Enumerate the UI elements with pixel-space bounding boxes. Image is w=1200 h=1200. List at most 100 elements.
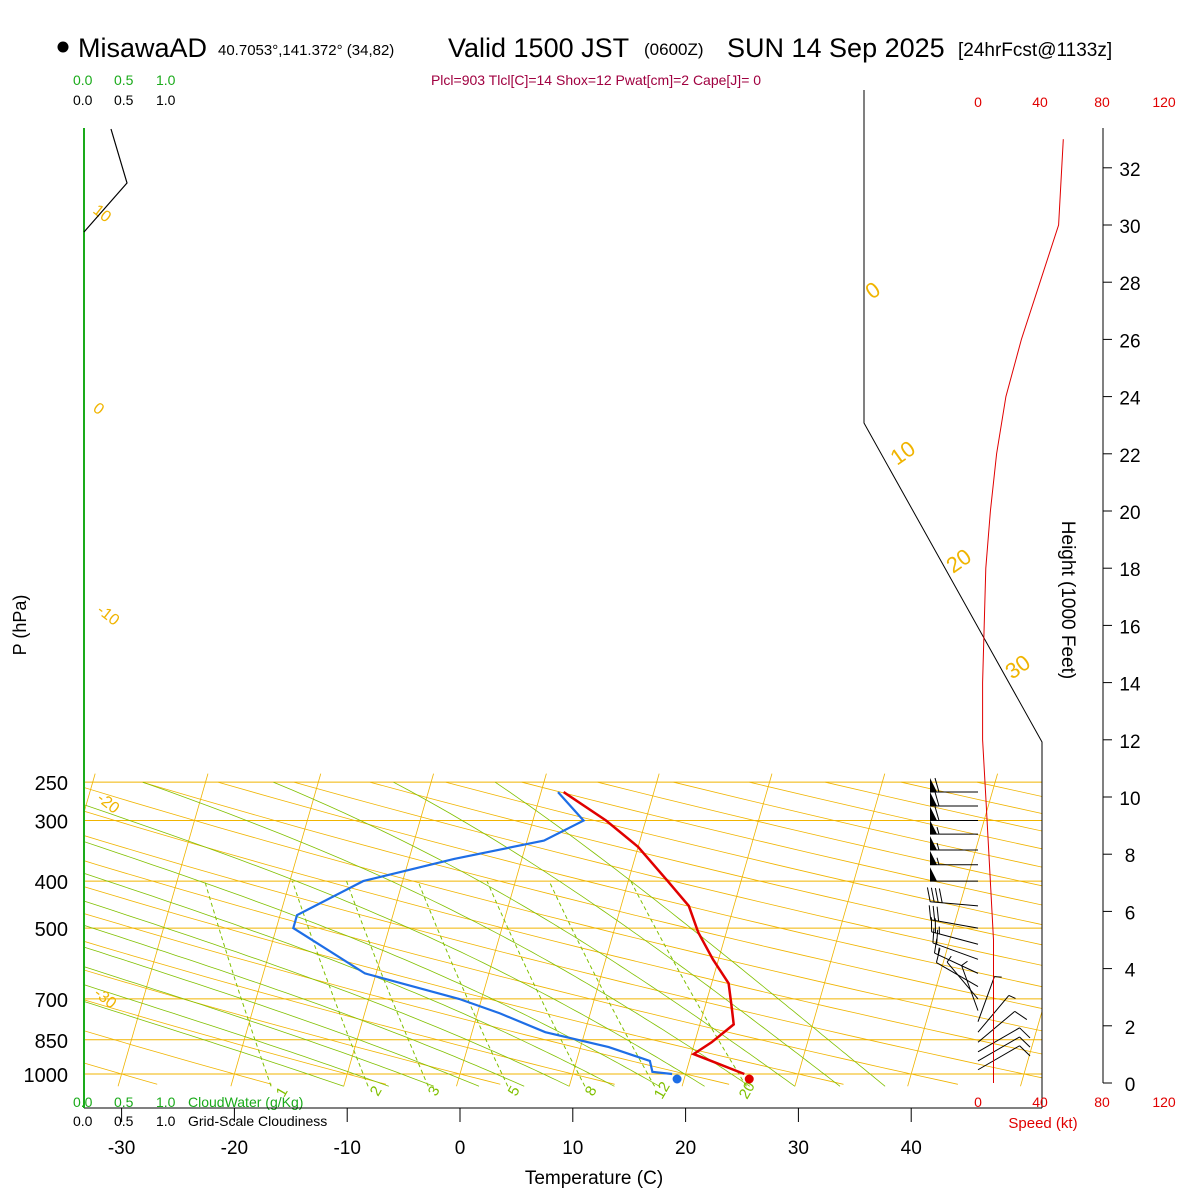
pressure-axis-title: P (hPa) bbox=[10, 595, 30, 656]
temperature-tick-label: 40 bbox=[901, 1138, 922, 1159]
dry-adiabat-label: 0 bbox=[90, 400, 108, 419]
isotherm-line bbox=[681, 773, 773, 1087]
mixing-ratio-label: 2 bbox=[367, 1083, 386, 1099]
height-tick-label: 14 bbox=[1119, 675, 1141, 696]
dry-adiabat-line bbox=[84, 969, 501, 1085]
speed-tick-label-bottom: 80 bbox=[1094, 1094, 1110, 1110]
mixing-ratio-line bbox=[548, 880, 656, 1087]
wind-barb-flag bbox=[1019, 1036, 1031, 1048]
isotherm-line bbox=[568, 773, 660, 1087]
wind-barb-pennant bbox=[930, 778, 937, 793]
cloudiness-profile bbox=[83, 128, 128, 233]
wind-barb-shaft bbox=[961, 965, 979, 1011]
mixing-ratio-label: 5 bbox=[505, 1083, 524, 1099]
temperature-axis-title: Temperature (C) bbox=[525, 1168, 663, 1189]
wind-barb-flag bbox=[934, 777, 940, 793]
pressure-tick-label: 500 bbox=[35, 919, 68, 941]
wind-barb-shaft bbox=[977, 1011, 1016, 1043]
isotherm-line bbox=[456, 773, 547, 1087]
wind-barb-shaft bbox=[934, 952, 979, 974]
wind-barb-shaft bbox=[931, 931, 979, 945]
wind-barb bbox=[930, 867, 978, 882]
isotherm-line bbox=[230, 773, 322, 1087]
dry-adiabat-line bbox=[84, 1062, 158, 1085]
dry-adiabat-line bbox=[84, 860, 958, 1085]
wind-barb-halfflag bbox=[1008, 994, 1016, 999]
valid-zulu: (0600Z) bbox=[644, 40, 704, 59]
frame-right bbox=[863, 90, 1043, 1108]
moist-adiabat-line bbox=[84, 1001, 344, 1087]
pressure-tick-label: 700 bbox=[35, 990, 68, 1012]
dry-adiabat-line bbox=[84, 999, 387, 1085]
dry-adiabat-line bbox=[1129, 782, 1200, 1084]
dry-adiabat-label: -20 bbox=[94, 790, 123, 818]
isotherm-line bbox=[794, 773, 886, 1087]
wind-barb-shaft bbox=[977, 976, 995, 1022]
wind-barb bbox=[977, 1027, 1031, 1053]
temperature-tick-label: 0 bbox=[455, 1138, 466, 1159]
temperature-tick-label: 10 bbox=[562, 1138, 583, 1159]
cloudwater-tick: 0.5 bbox=[114, 1094, 134, 1110]
cloudwater-tick: 1.0 bbox=[156, 72, 176, 88]
wind-barb-flag bbox=[935, 948, 941, 963]
valid-date: SUN 14 Sep 2025 bbox=[727, 33, 945, 63]
station-coords: 40.7053°,141.372° (34,82) bbox=[218, 42, 394, 59]
wind-barb-shaft bbox=[930, 919, 979, 929]
mixing-ratio-line bbox=[486, 880, 586, 1087]
speed-tick-label-bottom: 120 bbox=[1152, 1094, 1176, 1110]
wind-barb bbox=[930, 777, 978, 793]
height-tick-label: 6 bbox=[1125, 903, 1136, 924]
moist-adiabat-line bbox=[84, 924, 525, 1087]
dry-adiabat-line bbox=[1053, 782, 1200, 1084]
dry-adiabat-line bbox=[825, 781, 1042, 832]
dry-adiabat-line bbox=[84, 913, 730, 1085]
wind-barb bbox=[946, 955, 979, 1000]
moist-adiabat-label: 10 bbox=[886, 436, 920, 471]
cloudiness-tick: 1.0 bbox=[156, 1113, 176, 1129]
isotherm-line bbox=[907, 773, 998, 1087]
dry-adiabat-line bbox=[84, 835, 1042, 1079]
dry-adiabat-label: 10 bbox=[90, 202, 115, 226]
wind-barb-flag bbox=[1019, 1045, 1031, 1057]
cloudwater-tick: 0.0 bbox=[73, 72, 93, 88]
height-tick-label: 8 bbox=[1125, 846, 1136, 867]
mixing-ratio-label: 3 bbox=[425, 1083, 444, 1099]
height-tick-label: 16 bbox=[1119, 617, 1140, 638]
wind-barb-halfflag bbox=[936, 827, 940, 835]
height-tick-label: 24 bbox=[1119, 389, 1141, 410]
height-tick-label: 10 bbox=[1119, 789, 1140, 810]
pressure-tick-label: 250 bbox=[35, 773, 68, 795]
wind-barb bbox=[977, 1036, 1031, 1062]
height-tick-label: 18 bbox=[1119, 560, 1140, 581]
station-marker-icon bbox=[57, 41, 69, 53]
mixing-ratio-line bbox=[417, 880, 509, 1087]
wind-barb-flag bbox=[932, 928, 935, 943]
temperature-tick-label: -10 bbox=[333, 1138, 360, 1159]
moist-adiabat-label: 20 bbox=[942, 544, 976, 579]
dry-adiabat-line bbox=[84, 787, 1042, 1032]
moist-adiabat-line bbox=[84, 804, 705, 1087]
valid-time: Valid 1500 JST bbox=[448, 33, 629, 63]
cloudiness-tick: 1.0 bbox=[156, 92, 176, 108]
isotherm-line bbox=[117, 773, 209, 1087]
dry-adiabat-line bbox=[142, 781, 1042, 1009]
surface-temperature-dot bbox=[744, 1074, 754, 1084]
mixing-ratio-line bbox=[630, 880, 747, 1087]
wind-barbs bbox=[926, 777, 1031, 1071]
dewpoint-profile bbox=[292, 791, 673, 1076]
cloudiness-tick: 0.5 bbox=[114, 1113, 134, 1129]
wind-barb-flag bbox=[936, 906, 940, 922]
speed-tick-label-bottom: 40 bbox=[1032, 1094, 1048, 1110]
height-tick-label: 30 bbox=[1119, 217, 1140, 238]
wind-barb-shaft bbox=[946, 961, 979, 1000]
height-tick-label: 20 bbox=[1119, 503, 1140, 524]
cloudwater-tick: 0.5 bbox=[114, 72, 134, 88]
speed-tick-label-top: 0 bbox=[974, 94, 982, 110]
speed-tick-label-top: 80 bbox=[1094, 94, 1110, 110]
cloudwater-title: CloudWater (g/Kg) bbox=[188, 1094, 303, 1110]
pressure-tick-label: 400 bbox=[35, 872, 68, 894]
wind-barb bbox=[930, 806, 978, 822]
cloudwater-tick: 0.0 bbox=[73, 1094, 93, 1110]
